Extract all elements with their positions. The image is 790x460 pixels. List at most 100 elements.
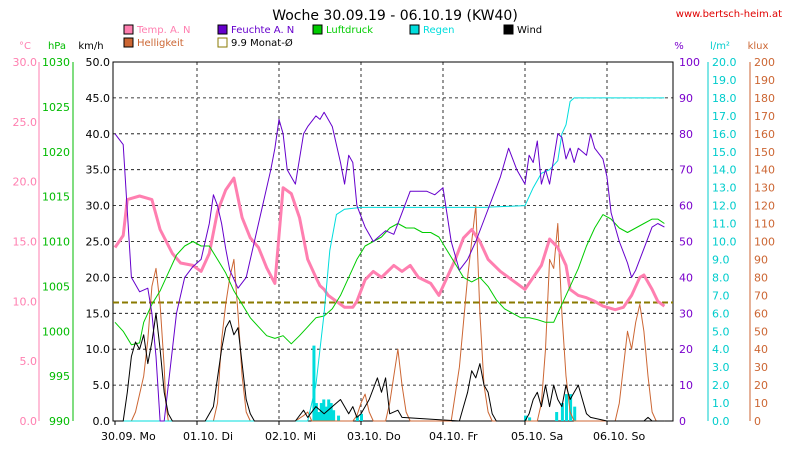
rain-bar: [322, 399, 326, 421]
axis-tick-rain: 7.0: [712, 289, 730, 302]
axis-tick-lux: 150: [754, 146, 775, 159]
rain-bar: [528, 417, 532, 421]
axis-tick-wind: 45.0: [86, 92, 111, 105]
axis-tick-temp: 20.0: [13, 176, 38, 189]
rain-bar: [524, 415, 527, 421]
axis-tick-humidity: 0: [679, 415, 686, 428]
axis-tick-lux: 180: [754, 92, 775, 105]
axis-tick-rain: 18.0: [712, 92, 737, 105]
source-link[interactable]: www.bertsch-heim.at: [676, 9, 782, 20]
axis-unit-pressure: hPa: [48, 41, 66, 52]
axis-tick-rain: 14.0: [712, 164, 737, 177]
axis-tick-rain: 1.0: [712, 397, 730, 410]
x-tick-label: 30.09. Mo: [101, 430, 156, 443]
legend: Temp. A. N Feuchte A. N Luftdruck Regen Wind…: [123, 24, 542, 49]
x-tick-label: 06.10. So: [593, 430, 645, 443]
legend-swatch: [217, 24, 228, 35]
x-tick-label: 02.10. Mi: [265, 430, 316, 443]
axis-tick-lux: 120: [754, 200, 775, 213]
axis-tick-humidity: 90: [679, 92, 693, 105]
rain-bar: [312, 345, 316, 421]
axis-tick-pressure: 1030: [42, 56, 70, 69]
axis-tick-wind: 15.0: [86, 307, 111, 320]
axis-tick-humidity: 40: [679, 271, 693, 284]
axis-tick-rain: 13.0: [712, 182, 737, 195]
axis-tick-lux: 50: [754, 325, 768, 338]
legend-label: Wind: [517, 25, 542, 36]
axis-tick-lux: 110: [754, 218, 775, 231]
axis-unit-humidity: %: [674, 41, 684, 52]
legend-label: 9.9 Monat-Ø: [231, 37, 293, 49]
left-axes: 0.0 5.0 10.0 15.0 20.0 25.0 30.0 990 995 1000 1005…: [13, 56, 111, 428]
axis-tick-pressure: 1025: [42, 101, 70, 114]
legend-label: Helligkeit: [137, 38, 184, 49]
rain-bar: [569, 394, 573, 421]
axis-tick-humidity: 70: [679, 164, 693, 177]
rain-bar: [332, 410, 336, 421]
axis-tick-lux: 90: [754, 253, 768, 266]
series-line-wind: [115, 312, 665, 422]
axis-tick-pressure: 1000: [42, 325, 70, 338]
axis-tick-lux: 30: [754, 361, 768, 374]
legend-label: Luftdruck: [326, 25, 373, 36]
axis-tick-lux: 20: [754, 379, 768, 392]
legend-swatch: [409, 24, 420, 35]
axis-tick-rain: 4.0: [712, 343, 730, 356]
axis-tick-rain: 17.0: [712, 110, 737, 123]
axis-tick-rain: 10.0: [712, 236, 737, 249]
axis-tick-rain: 15.0: [712, 146, 737, 159]
axis-tick-wind: 25.0: [86, 236, 111, 249]
axis-tick-rain: 9.0: [712, 253, 730, 266]
axis-tick-wind: 20.0: [86, 271, 111, 284]
axis-tick-rain: 3.0: [712, 361, 730, 374]
legend-swatch: [312, 24, 323, 35]
axis-tick-lux: 190: [754, 74, 775, 87]
axis-tick-pressure: 1015: [42, 191, 70, 204]
x-tick-label: 01.10. Di: [183, 430, 233, 443]
axis-tick-lux: 60: [754, 307, 768, 320]
axis-tick-pressure: 1020: [42, 146, 70, 159]
axis-tick-temp: 10.0: [13, 295, 38, 308]
x-tick-label: 05.10. Sa: [511, 430, 563, 443]
axis-unit-wind: km/h: [78, 41, 103, 52]
axis-tick-humidity: 10: [679, 379, 693, 392]
axis-tick-wind: 10.0: [86, 343, 111, 356]
rain-bar: [324, 406, 328, 421]
axis-tick-lux: 130: [754, 182, 775, 195]
rain-bar: [555, 412, 559, 421]
x-tick-label: 04.10. Fr: [429, 430, 478, 443]
rain-bar: [337, 415, 341, 421]
axis-tick-lux: 140: [754, 164, 775, 177]
axis-tick-rain: 20.0: [712, 56, 737, 69]
axis-tick-lux: 200: [754, 56, 775, 69]
axis-tick-temp: 0.0: [20, 415, 38, 428]
series-line-pressure: [114, 214, 665, 346]
axis-tick-temp: 25.0: [13, 116, 38, 129]
series-line-rain: [115, 97, 665, 422]
legend-swatch: [503, 24, 514, 35]
axis-tick-rain: 11.0: [712, 218, 737, 231]
axis-tick-humidity: 80: [679, 128, 693, 141]
rain-bar: [565, 394, 568, 421]
axis-tick-lux: 100: [754, 236, 775, 249]
axis-tick-temp: 5.0: [20, 355, 38, 368]
axis-unit-lux: klux: [748, 41, 769, 52]
plot-frame: [112, 61, 674, 422]
axis-tick-temp: 30.0: [13, 56, 38, 69]
axis-tick-rain: 2.0: [712, 379, 730, 392]
axis-tick-wind: 40.0: [86, 128, 111, 141]
axis-tick-wind: 30.0: [86, 200, 111, 213]
rain-bar: [355, 415, 359, 421]
right-axes: 01020304050607080901000.01.02.03.04.05.0…: [679, 56, 775, 428]
rain-bar: [329, 403, 333, 421]
axis-tick-lux: 70: [754, 289, 768, 302]
axis-tick-humidity: 50: [679, 236, 693, 249]
axis-tick-humidity: 20: [679, 343, 693, 356]
axis-tick-lux: 10: [754, 397, 768, 410]
axis-tick-lux: 40: [754, 343, 768, 356]
legend-label: Feuchte A. N: [231, 25, 294, 36]
rain-bar: [314, 403, 318, 421]
axis-tick-rain: 6.0: [712, 307, 730, 320]
legend-swatch: [123, 24, 134, 35]
